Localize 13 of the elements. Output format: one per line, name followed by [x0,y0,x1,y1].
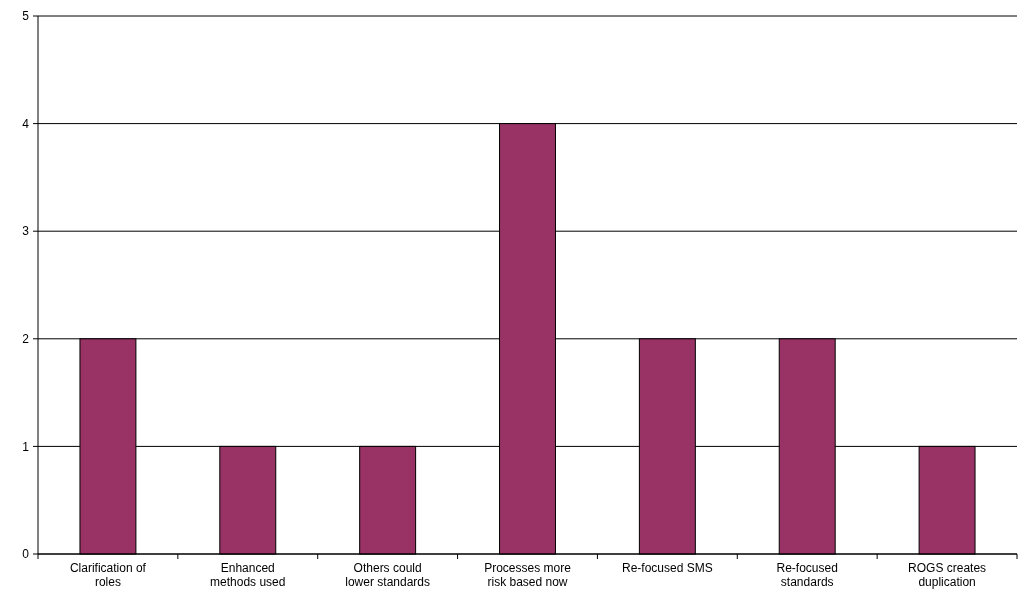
y-tick-label: 2 [22,332,30,346]
y-tick-label: 0 [22,547,30,562]
x-tick-label: Clarification of roles [69,561,147,589]
x-tick-label: ROGS creates duplication [908,561,987,589]
x-tick-label: Processes more risk based now [484,561,572,589]
y-tick-label: 3 [22,224,30,239]
x-tick-label: Enhanced methods used [210,561,286,589]
y-tick-label: 1 [22,439,30,454]
y-tick-label: 5 [22,9,30,24]
x-tick-label: Others could lower standards [345,561,430,589]
x-tick-label: Re-focused SMS [622,561,713,575]
x-tick-label: Re-focused standards [776,561,838,589]
y-tick-label: 4 [22,116,30,131]
